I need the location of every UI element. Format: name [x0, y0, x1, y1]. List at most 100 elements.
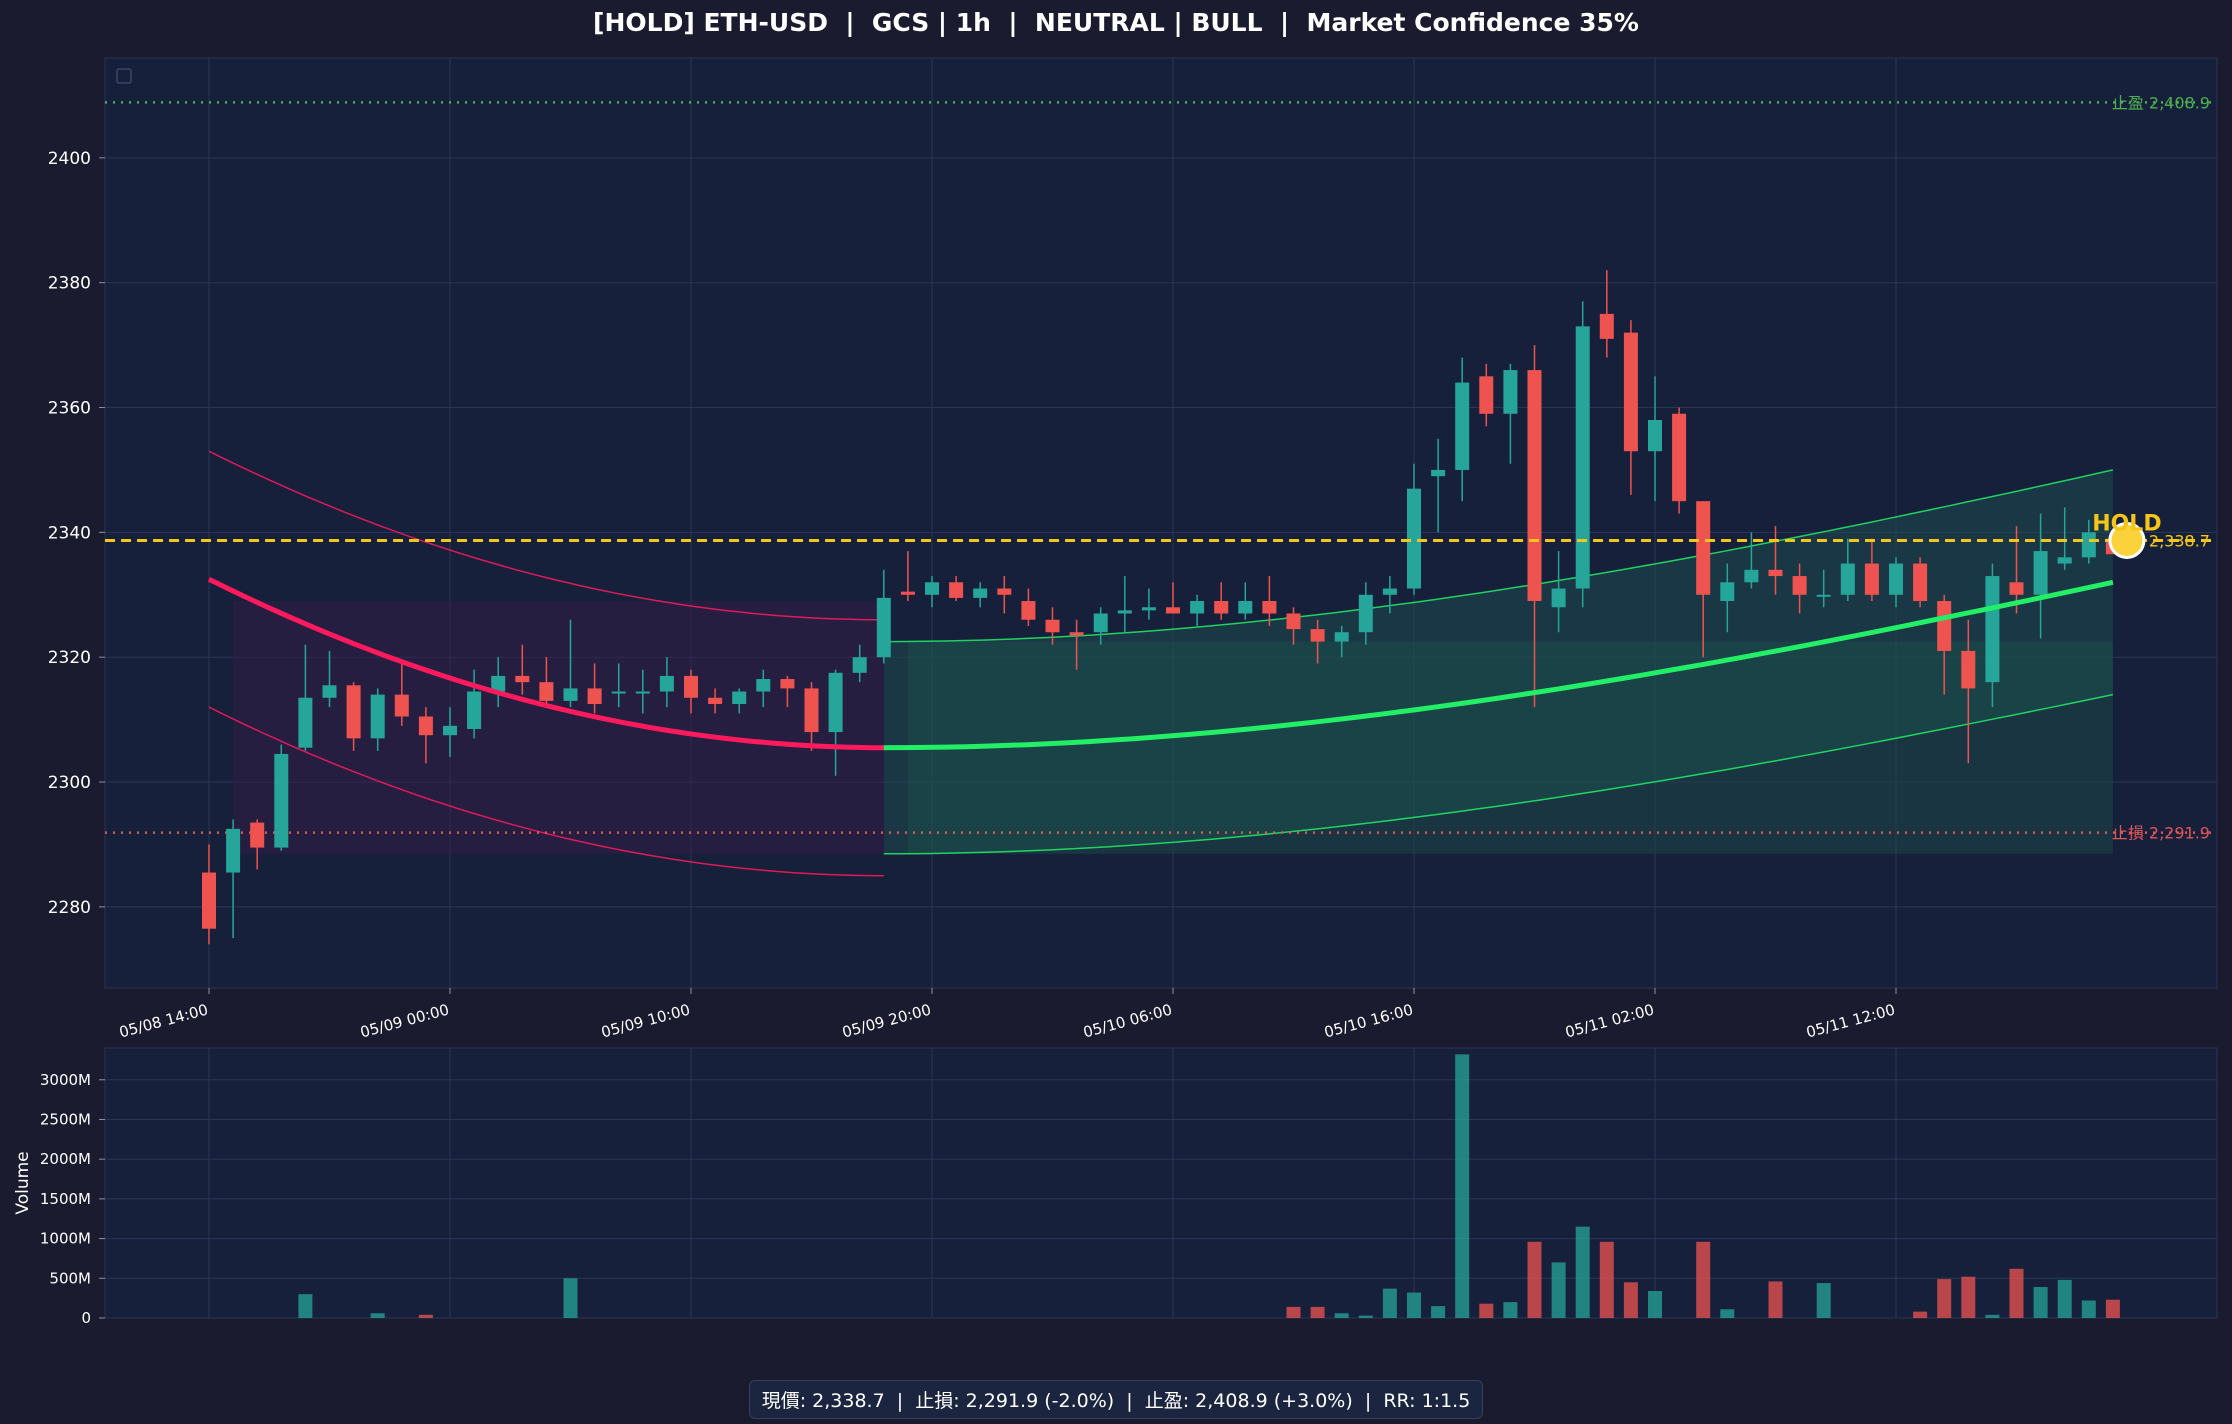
volume-bar: [1527, 1241, 1542, 1318]
candle-body: [659, 675, 674, 692]
volume-bar: [1358, 1315, 1373, 1318]
candle-body: [1093, 613, 1108, 633]
volume-bar: [1648, 1291, 1662, 1318]
candle-body: [250, 822, 265, 848]
volume-bar: [2081, 1300, 2096, 1318]
volume-bar: [1985, 1314, 2000, 1318]
candle-body: [997, 588, 1012, 595]
candle-body: [1117, 610, 1132, 614]
candle-body: [1190, 601, 1205, 614]
volume-bar: [1407, 1292, 1421, 1318]
candle-body: [780, 679, 795, 689]
candle-body: [1262, 601, 1277, 614]
volume-bar: [1382, 1288, 1397, 1318]
candle-body: [1744, 569, 1759, 583]
candle-body: [1720, 582, 1735, 602]
volume-bar: [1961, 1276, 1976, 1318]
candle-body: [1382, 588, 1397, 595]
candle-body: [563, 688, 578, 701]
candle-body: [1913, 563, 1928, 602]
candle-body: [1455, 382, 1470, 470]
bull-center-curve: [883, 579, 2114, 751]
candle-body: [587, 688, 602, 705]
candle-body: [1334, 632, 1349, 642]
x-tick-label: 05/08 14:00: [117, 1000, 210, 1041]
candle-body: [804, 688, 819, 733]
candle-body: [1431, 469, 1446, 477]
candle-body: [1937, 601, 1952, 651]
candle-body: [346, 685, 361, 739]
y-tick-label: 2380: [48, 274, 91, 294]
candle-body: [418, 716, 433, 736]
candle-body: [394, 694, 409, 717]
candle-body: [491, 675, 506, 692]
candle-body: [828, 672, 843, 733]
volume-bar: [1310, 1306, 1325, 1318]
candle-body: [1575, 326, 1590, 589]
volume-bar: [2105, 1299, 2120, 1318]
candle-body: [1768, 569, 1783, 577]
candle-body: [1238, 601, 1253, 614]
candle-body: [973, 588, 988, 598]
candle-body: [1214, 601, 1229, 614]
candle-body: [1816, 594, 1831, 597]
volume-tick-label: 2500M: [40, 1110, 91, 1128]
candle-body: [708, 697, 723, 705]
chart-title: [HOLD] ETH-USD | GCS | 1h | NEUTRAL | BU…: [593, 8, 1639, 37]
volume-panel-bg: [104, 1047, 2218, 1319]
y-tick-label: 2300: [48, 773, 91, 793]
candle-body: [443, 725, 457, 736]
candle-body: [2081, 532, 2096, 558]
volume-bar: [1599, 1241, 1614, 1318]
bull-upper-band: [883, 469, 2114, 643]
candle-body: [1503, 370, 1518, 414]
volume-tick-label: 0: [81, 1309, 91, 1327]
candle-body: [1286, 613, 1301, 630]
bear-upper-band: [208, 450, 884, 621]
candle-body: [1358, 594, 1373, 633]
legend-box: [116, 68, 132, 84]
x-tick-label: 05/09 10:00: [599, 1000, 692, 1041]
x-tick-label: 05/10 16:00: [1322, 1000, 1415, 1041]
volume-bar: [2009, 1268, 2024, 1318]
candle-body: [1961, 650, 1976, 689]
candle-body: [1310, 629, 1325, 642]
candle-body: [684, 675, 698, 698]
volume-tick-label: 3000M: [40, 1071, 91, 1089]
x-tick-label: 05/11 12:00: [1804, 1000, 1897, 1041]
candle-body: [756, 679, 771, 692]
y-tick-label: 2320: [48, 648, 91, 668]
candle-body: [925, 582, 939, 595]
y-tick-label: 2340: [48, 523, 91, 543]
volume-bar: [1455, 1054, 1470, 1318]
candle-body: [370, 694, 385, 739]
volume-tick-label: 500M: [49, 1269, 91, 1287]
candle-body: [1696, 501, 1711, 595]
volume-tick-label: 1500M: [40, 1190, 91, 1208]
candle-body: [1648, 420, 1662, 452]
candle-body: [322, 685, 337, 698]
candle-body: [1141, 607, 1156, 611]
volume-bar: [1479, 1303, 1494, 1318]
bull-lower-band: [883, 693, 2114, 855]
bear-zone-shade: [233, 601, 884, 854]
candle-body: [539, 682, 554, 701]
volume-bar: [418, 1314, 433, 1318]
candle-body: [1985, 576, 2000, 683]
take-profit-label: 止盈 2,408.9: [2112, 93, 2210, 112]
volume-bar: [1623, 1282, 1638, 1318]
y-tick-label: 2360: [48, 399, 91, 419]
bull-band-shade: [883, 469, 2113, 854]
volume-bar: [2057, 1279, 2072, 1318]
volume-bar: [1768, 1281, 1783, 1318]
volume-bar: [1551, 1262, 1566, 1318]
candle-body: [852, 657, 867, 673]
volume-bar: [1431, 1306, 1446, 1318]
candle-body: [1889, 563, 1903, 595]
volume-bar: [298, 1294, 313, 1318]
volume-bar: [370, 1313, 385, 1318]
x-tick-label: 05/09 00:00: [358, 1000, 451, 1041]
hold-signal-marker: [2108, 521, 2146, 559]
candle-body: [1069, 632, 1084, 636]
